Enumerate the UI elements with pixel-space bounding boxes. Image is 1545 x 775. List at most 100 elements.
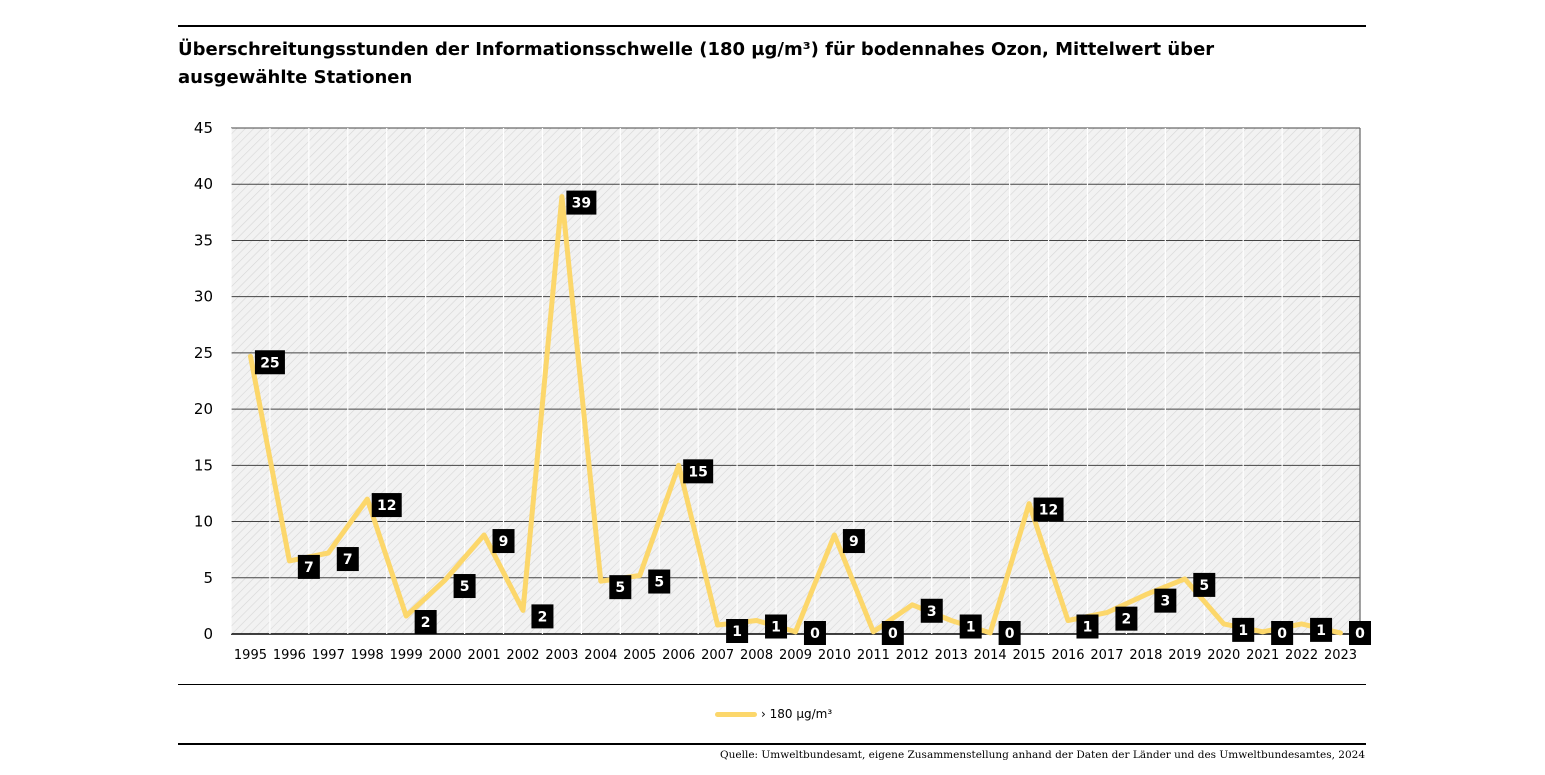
data-label: 3 bbox=[1154, 588, 1177, 613]
data-label: 0 bbox=[803, 621, 826, 645]
data-label: 5 bbox=[609, 575, 632, 600]
x-tick-label: 2003 bbox=[545, 648, 578, 663]
data-label: 2 bbox=[1115, 606, 1138, 631]
data-label-box bbox=[254, 350, 285, 375]
data-label-text: 1 bbox=[1083, 620, 1093, 636]
data-label-box bbox=[1033, 497, 1064, 522]
data-label: 12 bbox=[1033, 497, 1064, 522]
data-label-text: 1 bbox=[732, 624, 742, 640]
x-tick-label: 2016 bbox=[1051, 648, 1084, 663]
data-label-box bbox=[297, 554, 320, 579]
x-tick-label: 2001 bbox=[468, 648, 501, 663]
data-label: 12 bbox=[371, 493, 402, 518]
data-label: 5 bbox=[1193, 572, 1216, 597]
y-tick-label: 30 bbox=[194, 288, 213, 306]
legend-label: › 180 µg/m³ bbox=[761, 707, 833, 721]
data-label-text: 15 bbox=[688, 464, 707, 480]
legend-rule bbox=[178, 684, 1366, 685]
data-label-text: 0 bbox=[1277, 626, 1287, 642]
bottom-rule bbox=[178, 743, 1366, 745]
data-label-box bbox=[1076, 614, 1099, 639]
x-tick-label: 2007 bbox=[701, 648, 734, 663]
x-tick-label: 2017 bbox=[1090, 648, 1123, 663]
data-label: 7 bbox=[336, 547, 359, 572]
data-label-text: 5 bbox=[1199, 578, 1209, 594]
x-tick-label: 2005 bbox=[623, 648, 656, 663]
y-tick-label: 5 bbox=[203, 569, 213, 587]
data-label: 0 bbox=[1349, 621, 1371, 645]
x-tick-label: 2015 bbox=[1013, 648, 1046, 663]
data-label-box bbox=[1310, 617, 1333, 642]
chart-title: Überschreitungsstunden der Informationss… bbox=[178, 39, 1215, 88]
data-label: 1 bbox=[959, 614, 982, 639]
x-tick-label: 1995 bbox=[234, 648, 267, 663]
data-label-box bbox=[492, 529, 515, 554]
y-tick-label: 20 bbox=[194, 400, 213, 418]
data-label-box bbox=[453, 574, 476, 599]
legend: › 180 µg/m³ bbox=[715, 707, 832, 721]
data-label-text: 7 bbox=[304, 560, 314, 576]
x-axis: 1995 1996 1997 1998 1999 2000 2001 2002 2003 2004… bbox=[234, 648, 1357, 663]
data-label-text: 2 bbox=[1122, 612, 1132, 628]
data-label-box bbox=[920, 598, 943, 623]
x-tick-label: 2000 bbox=[429, 648, 462, 663]
y-tick-label: 10 bbox=[194, 513, 213, 531]
data-label-box bbox=[1115, 606, 1138, 631]
data-label-text: 39 bbox=[572, 196, 591, 212]
data-label-text: 12 bbox=[1039, 503, 1058, 519]
data-label-text: 0 bbox=[1355, 626, 1365, 642]
x-tick-label: 2009 bbox=[779, 648, 812, 663]
data-label: 1 bbox=[1076, 614, 1099, 639]
data-label: 25 bbox=[254, 350, 285, 375]
data-label-text: 5 bbox=[615, 580, 625, 596]
y-tick-label: 0 bbox=[203, 625, 213, 643]
data-label: 0 bbox=[998, 621, 1021, 645]
data-label: 7 bbox=[297, 554, 320, 579]
data-label-box bbox=[803, 621, 826, 645]
data-label-box bbox=[531, 604, 554, 629]
data-label-box bbox=[765, 614, 788, 639]
plot-area bbox=[231, 128, 1360, 634]
top-rule bbox=[178, 25, 1366, 27]
x-tick-label: 2020 bbox=[1207, 648, 1240, 663]
data-label-text: 0 bbox=[810, 626, 820, 642]
data-label: 9 bbox=[842, 529, 865, 554]
x-tick-label: 2010 bbox=[818, 648, 851, 663]
x-tick-label: 1999 bbox=[390, 648, 423, 663]
data-label: 15 bbox=[683, 459, 714, 484]
data-label-box bbox=[566, 190, 597, 215]
data-label-text: 3 bbox=[1160, 594, 1170, 610]
data-label-box bbox=[842, 529, 865, 554]
y-tick-label: 40 bbox=[194, 175, 213, 193]
x-tick-label: 2021 bbox=[1246, 648, 1279, 663]
data-label-box bbox=[998, 621, 1021, 645]
data-label-text: 9 bbox=[849, 534, 859, 550]
data-label-text: 9 bbox=[499, 534, 509, 550]
data-label-box bbox=[683, 459, 714, 484]
data-label-box bbox=[1349, 621, 1371, 645]
data-label: 0 bbox=[1271, 621, 1294, 645]
data-label-box bbox=[726, 619, 749, 644]
x-tick-label: 2002 bbox=[506, 648, 539, 663]
data-label-text: 0 bbox=[888, 626, 898, 642]
data-label-text: 25 bbox=[260, 355, 279, 371]
data-label: 9 bbox=[492, 529, 515, 554]
data-label-text: 3 bbox=[927, 604, 937, 620]
data-label-text: 1 bbox=[1316, 623, 1326, 639]
data-label-text: 7 bbox=[343, 552, 353, 568]
y-axis: 0 5 10 15 20 25 30 35 40 45 bbox=[194, 119, 213, 643]
data-label: 1 bbox=[1232, 617, 1255, 642]
data-label: 5 bbox=[453, 574, 476, 599]
x-tick-label: 2008 bbox=[740, 648, 773, 663]
data-label-box bbox=[414, 610, 437, 635]
data-label-box bbox=[959, 614, 982, 639]
data-label-text: 2 bbox=[421, 615, 431, 631]
data-label-text: 1 bbox=[966, 620, 976, 636]
data-label-text: 1 bbox=[771, 620, 781, 636]
data-label: 1 bbox=[726, 619, 749, 644]
x-tick-label: 1998 bbox=[351, 648, 384, 663]
y-tick-label: 25 bbox=[194, 344, 213, 362]
data-label: 5 bbox=[648, 569, 671, 594]
data-label: 2 bbox=[414, 610, 437, 635]
